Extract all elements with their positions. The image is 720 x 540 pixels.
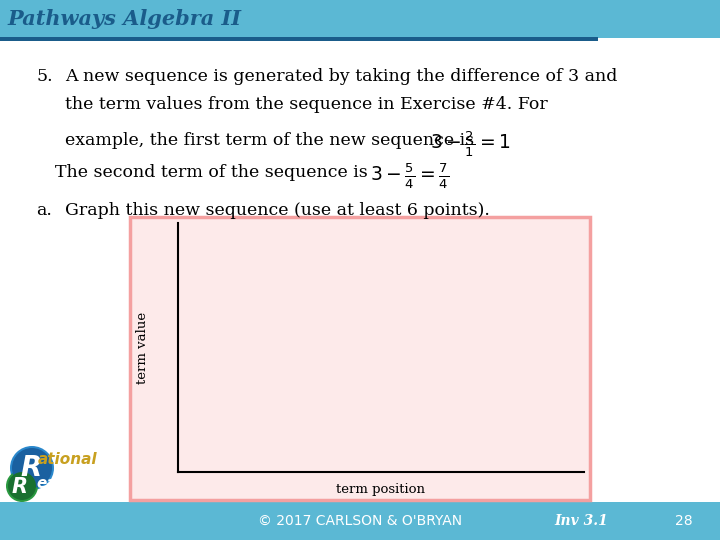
Text: example, the first term of the new sequence is: example, the first term of the new seque… <box>65 132 474 149</box>
Text: Pathways Algebra II: Pathways Algebra II <box>7 9 241 29</box>
Text: 5.: 5. <box>36 68 53 85</box>
Text: a.: a. <box>36 202 52 219</box>
Bar <box>0 502 720 540</box>
Ellipse shape <box>8 472 36 500</box>
Text: Graph this new sequence (use at least 6 points).: Graph this new sequence (use at least 6 … <box>65 202 490 219</box>
Text: © 2017 CARLSON & O'BRYAN: © 2017 CARLSON & O'BRYAN <box>258 514 462 528</box>
Text: R: R <box>20 454 41 482</box>
Text: easoning: easoning <box>36 476 114 491</box>
Text: the term values from the sequence in Exercise #4. For: the term values from the sequence in Exe… <box>65 96 548 113</box>
Text: $3-\frac{2}{1}=1$: $3-\frac{2}{1}=1$ <box>430 130 510 159</box>
Bar <box>0 0 720 38</box>
Text: term value: term value <box>137 312 150 383</box>
Text: Inv 3.1: Inv 3.1 <box>554 514 608 528</box>
Text: 28: 28 <box>675 514 693 528</box>
Text: ational: ational <box>38 452 98 467</box>
Text: term position: term position <box>336 483 426 496</box>
Ellipse shape <box>6 470 38 502</box>
Ellipse shape <box>10 446 54 490</box>
Ellipse shape <box>12 448 52 488</box>
Text: R: R <box>12 477 28 497</box>
Text: A new sequence is generated by taking the difference of 3 and: A new sequence is generated by taking th… <box>65 68 617 85</box>
Text: $3-\frac{5}{4}=\frac{7}{4}$: $3-\frac{5}{4}=\frac{7}{4}$ <box>370 162 449 192</box>
Bar <box>0 37 598 41</box>
Bar <box>130 217 590 500</box>
Text: The second term of the sequence is: The second term of the sequence is <box>55 164 368 181</box>
